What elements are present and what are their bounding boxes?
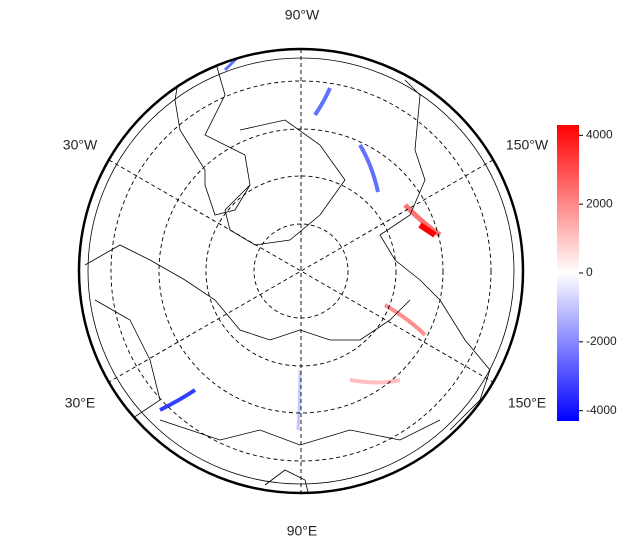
longitude-label: 150°W xyxy=(506,137,549,153)
anomaly xyxy=(313,87,332,117)
longitude-label: 30°W xyxy=(63,137,98,153)
map-border xyxy=(77,47,525,495)
longitude-label: 150°E xyxy=(508,395,546,411)
map-disc xyxy=(79,49,523,493)
colorbar-tick-label: -4000 xyxy=(586,403,617,417)
coastline xyxy=(84,244,411,341)
anomaly xyxy=(349,378,401,385)
longitude-label: 90°W xyxy=(285,7,320,23)
colorbar-tick-label: 4000 xyxy=(586,127,613,141)
colorbar: 4000 2000 0 -2000 -4000 xyxy=(557,125,617,421)
polar-map xyxy=(77,47,525,495)
graticule xyxy=(108,49,494,493)
meridian xyxy=(108,159,494,383)
colorbar-tick-label: 0 xyxy=(586,265,593,279)
coastline xyxy=(224,119,346,246)
anomaly xyxy=(358,143,380,193)
coastline xyxy=(264,469,311,493)
meridian xyxy=(108,159,494,383)
colorbar-tick-label: 2000 xyxy=(586,196,613,210)
coastline xyxy=(94,299,441,446)
anomaly xyxy=(159,388,197,412)
anomaly xyxy=(418,222,437,238)
latitude-circle xyxy=(110,80,492,462)
map-inner-border xyxy=(87,57,515,485)
anomaly xyxy=(296,369,302,431)
longitude-label: 30°E xyxy=(65,395,96,411)
longitude-labels: 90°W 30°W 150°W 30°E 150°E 90°E xyxy=(63,7,549,539)
anomaly xyxy=(403,203,442,238)
colorbar-gradient xyxy=(557,125,579,421)
coastline xyxy=(174,59,251,216)
colorbar-tick-label: -2000 xyxy=(586,334,617,348)
longitude-label: 90°E xyxy=(287,523,318,539)
